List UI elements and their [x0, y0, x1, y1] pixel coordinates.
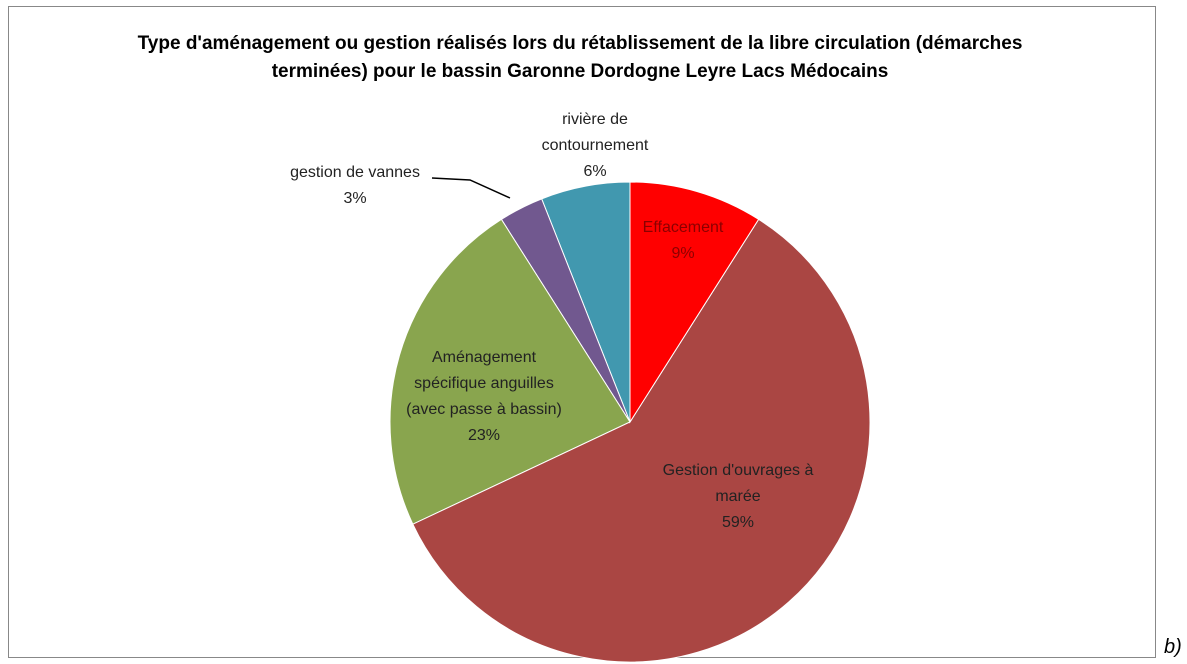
slice-label: gestion de vannes 3% — [265, 160, 445, 212]
slice-label: Effacement 9% — [618, 215, 748, 267]
slice-name: Gestion d'ouvrages à marée — [662, 462, 814, 505]
slice-percent: 3% — [343, 190, 367, 207]
pie-slice — [629, 181, 760, 424]
slice-percent: 23% — [467, 427, 501, 444]
slice-name: gestion de vannes — [290, 164, 420, 181]
slice-percent: 59% — [721, 514, 755, 531]
pie-slice — [389, 218, 631, 525]
caption: b) — [1164, 636, 1182, 658]
chart-title: Type d'aménagement ou gestion réalisés l… — [137, 33, 1023, 82]
pie-slice — [412, 218, 871, 663]
slice-percent: 6% — [583, 163, 607, 180]
slice-name: Aménagement spécifique anguilles (avec p… — [406, 349, 562, 418]
slice-label: Aménagement spécifique anguilles (avec p… — [399, 345, 569, 449]
slice-percent: 9% — [671, 245, 695, 262]
slice-name: Effacement — [642, 219, 724, 236]
leader-line — [431, 177, 511, 199]
slice-name: rivière de contournement — [541, 111, 649, 154]
slice-label: rivière de contournement 6% — [520, 107, 670, 185]
slice-label: Gestion d'ouvrages à marée 59% — [648, 458, 828, 536]
